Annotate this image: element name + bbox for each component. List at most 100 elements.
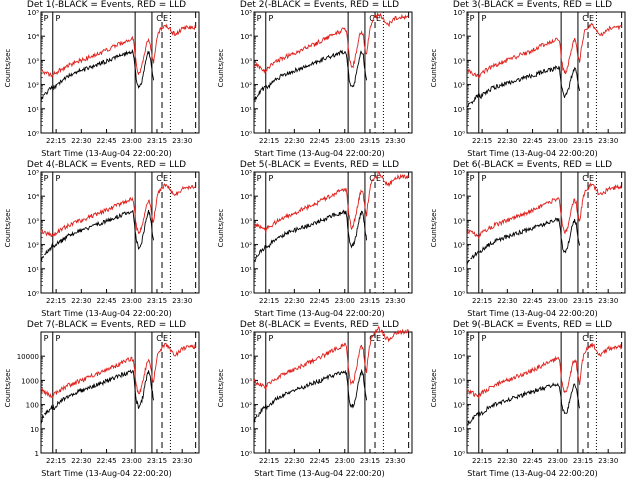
panel-title: Det 1(-BLACK = Events, RED = LLD: [26, 0, 187, 10]
y-tick-label: 10²: [27, 82, 39, 90]
x-tick-label: 22:30: [71, 137, 91, 145]
red-lld-series-line: [466, 342, 623, 399]
x-axis-label: Start Time (13-Aug-04 22:00:20): [41, 149, 172, 158]
y-tick-label: 10⁵: [27, 9, 39, 17]
x-tick-label: 22:45: [309, 297, 329, 305]
y-tick-label: 10²: [27, 242, 39, 250]
x-tick-label: 23:30: [385, 137, 405, 145]
x-axis-label: Start Time (13-Aug-04 22:00:20): [467, 469, 598, 478]
y-tick-label: 10³: [240, 57, 252, 65]
detector-panel-5: 10⁰ 10¹ 10² 10³ 10⁴ 10⁵ 22:15 22:30 22:45 23:00 23…: [213, 160, 426, 320]
annotation-label: P: [470, 174, 475, 183]
x-axis-label: Start Time (13-Aug-04 22:00:20): [467, 149, 598, 158]
detector-panel-4: 10⁰ 10¹ 10² 10³ 10⁴ 10⁵ 22:15 22:30 22:45 23:00 23…: [0, 160, 213, 320]
y-tick-label: 10⁰: [453, 450, 465, 458]
panel-title: Det 5(-BLACK = Events, RED = LLD: [239, 160, 400, 170]
x-tick-label: 22:15: [472, 297, 492, 305]
y-tick-label: 10000: [17, 353, 39, 361]
annotation-label: E: [163, 334, 168, 343]
annotation-label: C: [156, 174, 162, 183]
y-tick-label: 10⁴: [240, 193, 252, 201]
x-tick-label: 22:30: [284, 297, 304, 305]
annotation-label: P: [481, 174, 486, 183]
y-tick-label: 10¹: [240, 426, 252, 434]
y-tick-label: 10¹: [453, 266, 465, 274]
y-tick-label: 10⁵: [240, 169, 252, 177]
black-events-series-line: [40, 209, 155, 262]
annotation-label: E: [163, 174, 168, 183]
x-tick-label: 23:15: [573, 137, 593, 145]
x-tick-label: 23:30: [385, 297, 405, 305]
panel-plot-svg: 10⁰ 10¹ 10² 10³ 10⁴ 10⁵ 22:15 22:30 22:45 23:00 23…: [453, 169, 626, 305]
x-tick-label: 23:00: [122, 137, 142, 145]
panel-plot-svg: 10⁰ 10¹ 10² 10³ 10⁴ 10⁵ 22:15 22:30 22:45 23:00 23…: [240, 9, 413, 145]
black-events-series-line: [253, 368, 368, 423]
y-tick-label: 10⁰: [27, 130, 39, 138]
x-tick-label: 22:45: [96, 137, 116, 145]
x-tick-label: 22:15: [46, 137, 66, 145]
annotation-label: P: [268, 14, 273, 23]
panel-plot-svg: 10⁰ 10¹ 10² 10³ 10⁴ 10⁵ 22:15 22:30 22:45 23:00 23…: [240, 169, 413, 305]
red-lld-series-line: [40, 23, 197, 78]
black-events-series-line: [466, 217, 581, 266]
y-axis-label: Counts/sec: [217, 208, 225, 248]
x-tick-label: 22:15: [46, 297, 66, 305]
x-tick-label: 23:15: [147, 297, 167, 305]
x-tick-label: 23:00: [122, 297, 142, 305]
panel-plot-svg: 1 10 100 1000 10000 22:15 22:30 22:45 23:00 23:15…: [17, 331, 200, 465]
annotation-label: P: [268, 174, 273, 183]
y-tick-label: 10²: [240, 82, 252, 90]
y-tick-label: 10¹: [27, 106, 39, 114]
x-tick-label: 23:30: [598, 457, 618, 465]
y-tick-label: 10²: [453, 242, 465, 250]
y-tick-label: 10⁴: [453, 33, 465, 41]
panel-title: Det 3(-BLACK = Events, RED = LLD: [452, 0, 613, 10]
x-tick-label: 23:30: [385, 457, 405, 465]
annotation-label: P: [257, 174, 262, 183]
x-axis-label: Start Time (13-Aug-04 22:00:20): [254, 309, 385, 318]
detector-panel-7: 1 10 100 1000 10000 22:15 22:30 22:45 23:00 23:15…: [0, 320, 213, 480]
y-tick-label: 10⁴: [240, 33, 252, 41]
x-tick-label: 23:30: [172, 137, 192, 145]
red-lld-series-line: [253, 325, 410, 391]
y-tick-label: 10⁰: [27, 290, 39, 298]
x-tick-label: 22:30: [284, 137, 304, 145]
y-tick-label: 10²: [240, 402, 252, 410]
detector-panel-6: 10⁰ 10¹ 10² 10³ 10⁴ 10⁵ 22:15 22:30 22:45 23:00 23…: [426, 160, 639, 320]
x-tick-label: 23:15: [573, 297, 593, 305]
y-tick-label: 10³: [453, 217, 465, 225]
plot-frame: [466, 331, 626, 454]
annotation-label: C: [582, 14, 588, 23]
black-events-series-line: [253, 209, 368, 262]
red-lld-series-line: [40, 342, 197, 399]
x-tick-label: 22:45: [522, 457, 542, 465]
y-tick-label: 10²: [453, 402, 465, 410]
x-tick-label: 22:15: [472, 137, 492, 145]
y-axis-label: Counts/sec: [217, 368, 225, 408]
x-tick-label: 22:45: [309, 137, 329, 145]
annotation-label: P: [481, 334, 486, 343]
x-tick-label: 23:00: [335, 457, 355, 465]
panel-title: Det 6(-BLACK = Events, RED = LLD: [452, 160, 613, 170]
y-tick-label: 10²: [240, 242, 252, 250]
x-tick-label: 23:15: [360, 457, 380, 465]
x-tick-label: 23:30: [172, 297, 192, 305]
panel-title: Det 9(-BLACK = Events, RED = LLD: [452, 320, 613, 330]
plot-frame: [40, 331, 200, 454]
x-tick-label: 23:30: [598, 297, 618, 305]
annotation-label: P: [44, 174, 49, 183]
annotation-label: C: [369, 174, 375, 183]
x-axis-label: Start Time (13-Aug-04 22:00:20): [41, 469, 172, 478]
annotation-label: P: [470, 14, 475, 23]
black-events-series-line: [253, 49, 368, 102]
y-tick-label: 10: [30, 426, 39, 434]
red-lld-series-line: [40, 183, 196, 238]
x-tick-label: 22:45: [522, 137, 542, 145]
annotation-label: P: [470, 334, 475, 343]
detector-panel-9: 10⁰ 10¹ 10² 10³ 10⁴ 10⁵ 22:15 22:30 22:45 23:00 23…: [426, 320, 639, 480]
x-tick-label: 23:00: [548, 457, 568, 465]
annotation-label: P: [44, 14, 49, 23]
y-axis-label: Counts/sec: [4, 208, 12, 248]
y-tick-label: 10⁵: [240, 329, 252, 337]
y-tick-label: 1000: [21, 377, 39, 385]
